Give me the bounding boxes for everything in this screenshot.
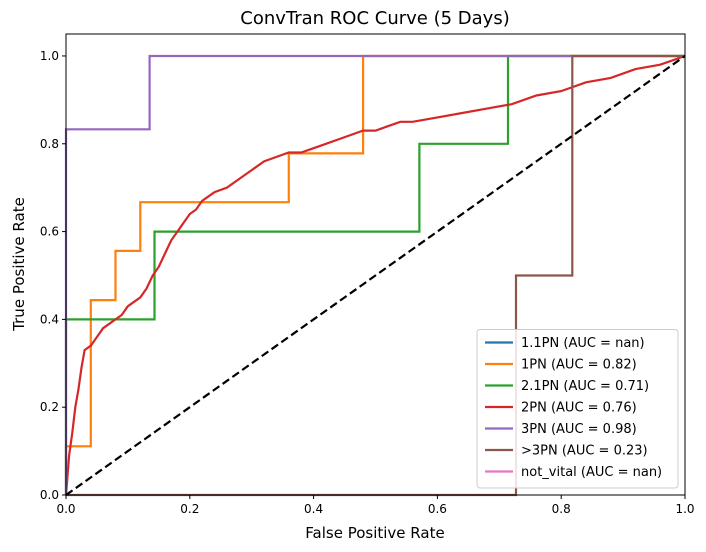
y-tick-label: 0.0 <box>40 488 59 502</box>
legend-label: 1.1PN (AUC = nan) <box>521 336 645 351</box>
x-tick-label: 0.4 <box>304 502 323 516</box>
x-axis-title: False Positive Rate <box>305 524 444 542</box>
x-tick-label: 0.6 <box>428 502 447 516</box>
y-tick-label: 0.8 <box>40 137 59 151</box>
legend-box <box>476 329 679 489</box>
legend-label: 3PN (AUC = 0.98) <box>521 422 637 437</box>
legend-label: >3PN (AUC = 0.23) <box>521 444 648 459</box>
series-line-1 <box>64 54 685 495</box>
y-tick-label: 0.4 <box>40 312 59 326</box>
x-tick-label: 0.8 <box>552 502 571 516</box>
plot-frame <box>65 33 686 496</box>
x-tick-label: 0.0 <box>56 502 75 516</box>
legend: 1.1PN (AUC = nan) 1PN (AUC = 0.82) 2.1PN (… <box>476 329 679 489</box>
x-tick-label: 1.0 <box>675 502 694 516</box>
series-line-2 <box>64 54 685 495</box>
y-tick-label: 0.2 <box>40 400 59 414</box>
y-tick-label: 1.0 <box>40 49 59 63</box>
x-tick-label: 0.2 <box>180 502 199 516</box>
y-tick-label: 0.6 <box>40 225 59 239</box>
y-axis-title: True Positive Rate <box>10 197 28 332</box>
series-line-3 <box>64 54 686 496</box>
diagonal-reference-line <box>65 55 686 496</box>
y-axis: 0.0 0.2 0.4 0.6 0.8 1.0 <box>40 49 66 502</box>
legend-label: not_vital (AUC = nan) <box>521 465 662 480</box>
plot-area <box>64 33 686 497</box>
legend-label: 1PN (AUC = 0.82) <box>521 358 637 373</box>
chart-title: ConvTran ROC Curve (5 Days) <box>240 8 509 29</box>
legend-label: 2.1PN (AUC = 0.71) <box>521 379 649 394</box>
x-axis: 0.0 0.2 0.4 0.6 0.8 1.0 <box>56 495 695 516</box>
legend-label: 2PN (AUC = 0.76) <box>521 401 637 416</box>
